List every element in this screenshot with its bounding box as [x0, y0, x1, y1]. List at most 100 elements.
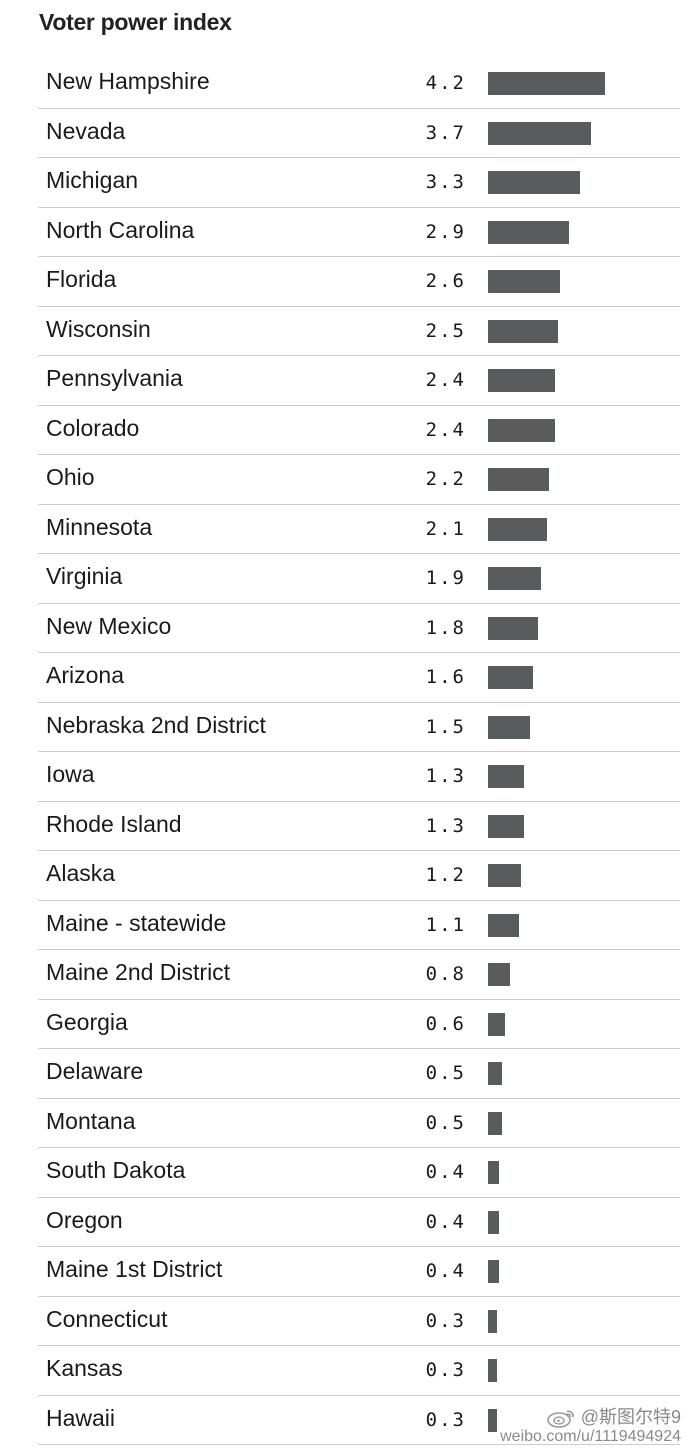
data-label: 1.3 — [425, 765, 466, 787]
category-label: Connecticut — [46, 1305, 168, 1332]
category-label: Iowa — [46, 761, 95, 787]
weibo-logo-icon — [546, 1410, 574, 1428]
bar — [488, 1161, 499, 1184]
bar — [488, 319, 558, 343]
table-row: Wisconsin 2.5 — [38, 307, 680, 356]
category-label: Rhode Island — [46, 810, 182, 837]
watermark: @斯图尔特9 weibo.com/u/1119494924 — [500, 1407, 681, 1446]
chart-title: Voter power index — [39, 9, 232, 35]
bar — [488, 1359, 497, 1382]
table-row: Maine - statewide 1.1 — [38, 901, 680, 950]
data-label: 0.4 — [425, 1260, 466, 1282]
category-label: Georgia — [46, 1008, 128, 1035]
data-label: 0.3 — [425, 1309, 466, 1332]
watermark-handle: @斯图尔特9 — [580, 1406, 681, 1427]
data-label: 2.4 — [425, 418, 466, 441]
table-row: Nebraska 2nd District 1.5 — [38, 703, 680, 752]
category-label: Nevada — [46, 117, 126, 144]
bar — [488, 1062, 502, 1085]
bar-chart: New Hampshire 4.2 Nevada 3.7 Michigan 3.3 Nort… — [38, 59, 680, 1445]
bar — [488, 220, 569, 244]
category-label: Arizona — [46, 662, 124, 688]
data-label: 1.9 — [425, 567, 466, 589]
category-label: Michigan — [46, 167, 139, 193]
table-row: New Hampshire 4.2 — [38, 59, 680, 109]
data-label: 2.6 — [425, 270, 466, 292]
bar — [488, 468, 549, 491]
category-label: Virginia — [46, 563, 123, 589]
category-label: Wisconsin — [46, 315, 151, 342]
data-label: 1.6 — [425, 666, 466, 688]
category-label: Maine 2nd District — [46, 959, 231, 985]
data-label: 0.4 — [425, 1210, 466, 1233]
data-label: 0.3 — [425, 1359, 466, 1381]
data-label: 0.5 — [425, 1062, 466, 1084]
data-label: 1.1 — [425, 913, 466, 936]
bar — [488, 567, 541, 590]
category-label: Kansas — [46, 1355, 123, 1381]
data-label: 0.5 — [425, 1111, 466, 1134]
bar — [488, 1408, 497, 1432]
table-row: Iowa 1.3 — [38, 752, 680, 802]
category-label: Oregon — [46, 1206, 123, 1233]
bar — [488, 1309, 497, 1333]
bar — [488, 517, 547, 541]
category-label: Pennsylvania — [46, 365, 183, 391]
bar — [488, 1111, 502, 1135]
table-row: Hawaii 0.3 — [38, 1396, 680, 1445]
data-label: 1.3 — [425, 814, 466, 837]
data-label: 0.3 — [425, 1408, 466, 1431]
table-row: Colorado 2.4 — [38, 406, 680, 455]
bar — [488, 864, 521, 887]
category-label: New Mexico — [46, 612, 172, 639]
table-row: Alaska 1.2 — [38, 851, 680, 901]
category-label: Montana — [46, 1107, 136, 1134]
bar — [488, 369, 555, 392]
table-row: New Mexico 1.8 — [38, 604, 680, 653]
data-label: 1.8 — [425, 616, 466, 639]
category-label: Hawaii — [46, 1404, 116, 1431]
table-row: Maine 1st District 0.4 — [38, 1247, 680, 1297]
table-row: Oregon 0.4 — [38, 1198, 680, 1247]
data-label: 1.2 — [425, 864, 466, 886]
data-label: 1.5 — [425, 715, 466, 738]
category-label: Delaware — [46, 1058, 144, 1084]
bar — [488, 1210, 499, 1234]
bar — [488, 1260, 499, 1283]
bar — [488, 715, 530, 739]
data-label: 0.6 — [425, 1012, 466, 1035]
table-row: Montana 0.5 — [38, 1099, 680, 1148]
table-row: Connecticut 0.3 — [38, 1297, 680, 1346]
bar — [488, 72, 605, 95]
table-row: North Carolina 2.9 — [38, 208, 680, 257]
table-row: Michigan 3.3 — [38, 158, 680, 208]
bar — [488, 121, 591, 145]
category-label: Colorado — [46, 414, 140, 441]
table-row: Florida 2.6 — [38, 257, 680, 307]
category-label: Ohio — [46, 464, 95, 490]
data-label: 2.9 — [425, 220, 466, 243]
table-row: Ohio 2.2 — [38, 455, 680, 505]
bar — [488, 963, 510, 986]
data-label: 3.7 — [425, 121, 466, 144]
bar — [488, 171, 580, 194]
table-row: Nevada 3.7 — [38, 109, 680, 158]
category-label: Nebraska 2nd District — [46, 711, 266, 738]
table-row: Pennsylvania 2.4 — [38, 356, 680, 406]
data-label: 0.4 — [425, 1161, 466, 1183]
bar — [488, 1012, 505, 1036]
data-label: 3.3 — [425, 171, 466, 193]
bar — [488, 913, 519, 937]
data-label: 2.5 — [425, 319, 466, 342]
bar — [488, 270, 560, 293]
bar — [488, 814, 524, 838]
table-row: South Dakota 0.4 — [38, 1148, 680, 1198]
data-label: 4.2 — [425, 72, 466, 94]
data-label: 2.4 — [425, 369, 466, 391]
category-label: Alaska — [46, 860, 116, 886]
data-label: 0.8 — [425, 963, 466, 985]
category-label: North Carolina — [46, 216, 195, 243]
table-row: Kansas 0.3 — [38, 1346, 680, 1396]
table-row: Rhode Island 1.3 — [38, 802, 680, 851]
category-label: Maine - statewide — [46, 909, 227, 936]
